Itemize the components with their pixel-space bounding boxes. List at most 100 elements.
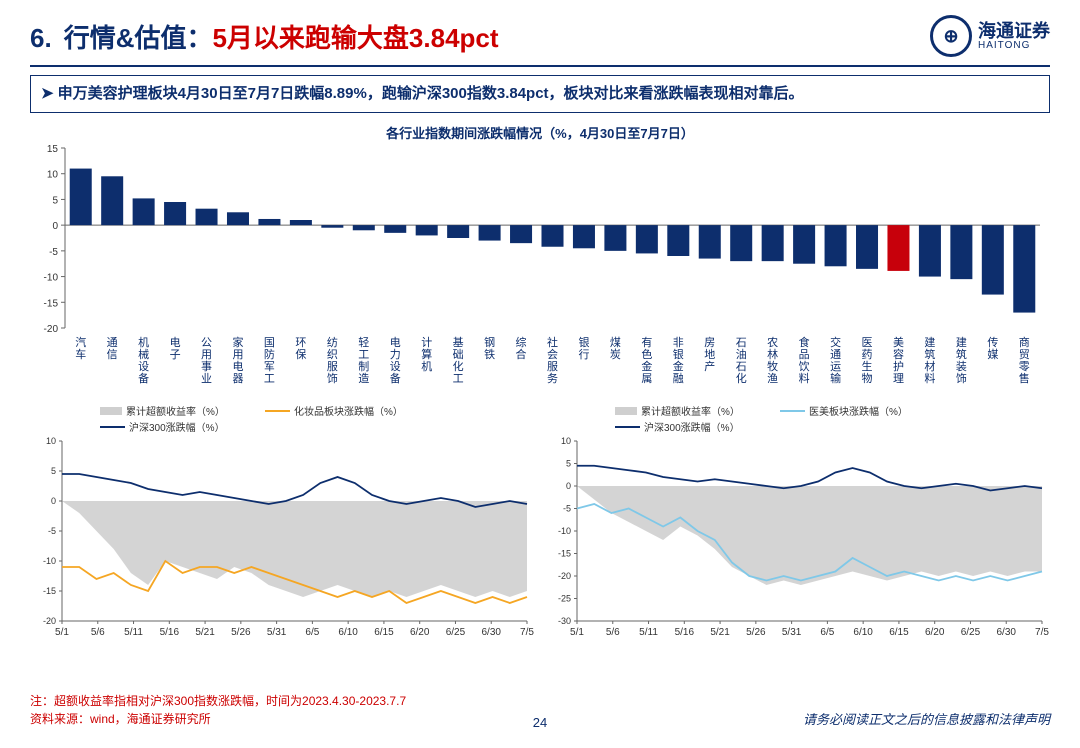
svg-text:装: 装 bbox=[956, 360, 967, 373]
svg-text:0: 0 bbox=[51, 496, 56, 506]
logo-en: HAITONG bbox=[978, 40, 1050, 51]
svg-text:牧: 牧 bbox=[767, 359, 778, 373]
svg-text:轻: 轻 bbox=[358, 335, 369, 349]
svg-text:地: 地 bbox=[704, 348, 715, 361]
svg-text:渔: 渔 bbox=[767, 372, 778, 385]
svg-text:沪深300涨跌幅（%）: 沪深300涨跌幅（%） bbox=[129, 421, 225, 434]
bullet-icon: ➤ bbox=[41, 85, 54, 102]
svg-text:饰: 饰 bbox=[327, 371, 338, 385]
svg-text:商: 商 bbox=[1019, 335, 1030, 349]
bullet-box: ➤申万美容护理板块4月30日至7月7日跌幅8.89%，跑输沪深300指数3.84… bbox=[30, 75, 1050, 113]
svg-text:5/31: 5/31 bbox=[267, 627, 287, 638]
svg-text:会: 会 bbox=[547, 348, 558, 361]
svg-text:5/21: 5/21 bbox=[195, 627, 215, 638]
svg-text:通: 通 bbox=[830, 348, 841, 361]
svg-text:化: 化 bbox=[736, 371, 747, 385]
logo: ⊕ 海通证券 HAITONG bbox=[930, 15, 1050, 57]
svg-text:料: 料 bbox=[924, 371, 935, 385]
svg-text:属: 属 bbox=[641, 372, 652, 385]
svg-text:电: 电 bbox=[170, 336, 181, 349]
logo-icon: ⊕ bbox=[930, 15, 972, 57]
title-number: 6. bbox=[30, 23, 52, 54]
svg-text:贸: 贸 bbox=[1019, 348, 1030, 361]
svg-text:-5: -5 bbox=[563, 504, 571, 514]
svg-text:饮: 饮 bbox=[799, 360, 810, 373]
title-black: 行情&估值： bbox=[64, 23, 213, 53]
svg-text:力: 力 bbox=[390, 348, 401, 361]
svg-text:材: 材 bbox=[924, 359, 935, 373]
svg-text:理: 理 bbox=[893, 372, 904, 385]
svg-text:6/30: 6/30 bbox=[481, 627, 501, 638]
svg-text:10: 10 bbox=[47, 170, 59, 181]
svg-text:5/1: 5/1 bbox=[570, 627, 584, 638]
svg-text:生: 生 bbox=[862, 359, 873, 373]
svg-text:售: 售 bbox=[1019, 371, 1030, 385]
svg-text:合: 合 bbox=[516, 347, 527, 361]
svg-text:5/1: 5/1 bbox=[55, 627, 69, 638]
svg-text:6/20: 6/20 bbox=[925, 627, 945, 638]
svg-text:6/10: 6/10 bbox=[853, 627, 873, 638]
rule bbox=[30, 65, 1050, 67]
svg-text:料: 料 bbox=[799, 371, 810, 385]
svg-text:纺: 纺 bbox=[327, 335, 338, 349]
svg-text:保: 保 bbox=[295, 347, 306, 361]
svg-text:银: 银 bbox=[578, 335, 589, 349]
svg-text:0: 0 bbox=[566, 481, 571, 491]
svg-text:5: 5 bbox=[51, 466, 56, 476]
svg-text:业: 业 bbox=[201, 372, 212, 385]
svg-text:-20: -20 bbox=[44, 324, 59, 335]
svg-text:-15: -15 bbox=[558, 549, 571, 559]
svg-text:行: 行 bbox=[578, 348, 589, 361]
svg-text:5/21: 5/21 bbox=[710, 627, 730, 638]
svg-text:设: 设 bbox=[390, 360, 401, 373]
svg-text:-30: -30 bbox=[558, 616, 571, 626]
svg-text:传: 传 bbox=[987, 336, 998, 349]
svg-text:6/25: 6/25 bbox=[446, 627, 466, 638]
svg-text:房: 房 bbox=[704, 336, 715, 349]
svg-text:事: 事 bbox=[201, 360, 212, 373]
svg-text:沪深300涨跌幅（%）: 沪深300涨跌幅（%） bbox=[644, 421, 740, 434]
svg-text:计: 计 bbox=[421, 336, 432, 349]
svg-text:信: 信 bbox=[107, 348, 118, 361]
svg-text:用: 用 bbox=[232, 349, 243, 361]
svg-text:械: 械 bbox=[138, 347, 149, 361]
svg-text:汽: 汽 bbox=[75, 335, 86, 349]
svg-text:5: 5 bbox=[52, 195, 58, 206]
disclaimer: 请务必阅读正文之后的信息披露和法律声明 bbox=[803, 709, 1050, 728]
svg-text:品: 品 bbox=[799, 348, 810, 361]
svg-text:电: 电 bbox=[390, 336, 401, 349]
svg-text:造: 造 bbox=[358, 371, 369, 385]
svg-text:基: 基 bbox=[453, 336, 464, 349]
footnotes: 注：超额收益率指相对沪深300指数涨跌幅，时间为2023.4.30-2023.7… bbox=[30, 692, 406, 728]
svg-text:6/15: 6/15 bbox=[889, 627, 909, 638]
svg-text:工: 工 bbox=[453, 373, 464, 385]
svg-text:务: 务 bbox=[547, 372, 558, 385]
svg-text:织: 织 bbox=[327, 348, 338, 361]
svg-text:机: 机 bbox=[138, 335, 149, 349]
svg-text:累计超额收益率（%）: 累计超额收益率（%） bbox=[126, 405, 225, 418]
svg-text:6/10: 6/10 bbox=[338, 627, 358, 638]
svg-text:-25: -25 bbox=[558, 594, 571, 604]
svg-text:环: 环 bbox=[295, 337, 306, 349]
svg-text:工: 工 bbox=[264, 373, 275, 385]
svg-text:-20: -20 bbox=[43, 616, 56, 626]
svg-text:饰: 饰 bbox=[956, 371, 967, 385]
svg-text:建: 建 bbox=[956, 335, 967, 349]
svg-text:0: 0 bbox=[52, 221, 58, 232]
svg-text:钢: 钢 bbox=[484, 336, 495, 349]
svg-text:5/11: 5/11 bbox=[124, 627, 143, 638]
svg-text:食: 食 bbox=[799, 335, 810, 349]
svg-text:媒: 媒 bbox=[987, 348, 998, 361]
svg-text:6/20: 6/20 bbox=[410, 627, 430, 638]
svg-text:10: 10 bbox=[561, 436, 571, 446]
svg-text:-10: -10 bbox=[44, 273, 59, 284]
svg-text:7/5: 7/5 bbox=[520, 627, 534, 638]
svg-text:产: 产 bbox=[704, 359, 715, 373]
svg-text:-5: -5 bbox=[48, 526, 56, 536]
svg-text:6/5: 6/5 bbox=[305, 627, 319, 638]
svg-text:石: 石 bbox=[736, 337, 747, 349]
svg-text:工: 工 bbox=[358, 349, 369, 361]
svg-text:物: 物 bbox=[862, 371, 873, 385]
svg-text:子: 子 bbox=[170, 348, 181, 361]
svg-text:筑: 筑 bbox=[956, 347, 967, 361]
